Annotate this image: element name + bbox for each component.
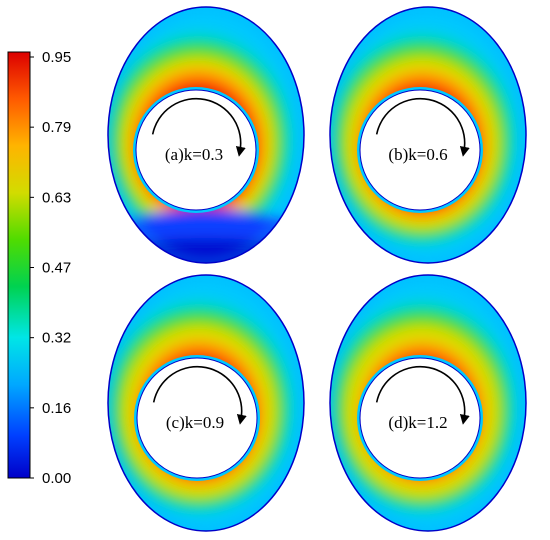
outer-boundary [107,274,305,532]
clockwise-arrow-icon [151,97,246,157]
inner-rotor [135,89,257,211]
panel-label: (b)k=0.6 [388,145,447,164]
panel-4: (d)k=1.2 [329,274,527,532]
panel-3: (c)k=0.9 [107,274,305,532]
colorbar-tick-label: 0.16 [42,400,71,417]
colorbar-tick-label: 0.79 [42,119,71,136]
outer-boundary [107,6,305,264]
colorbar-ticks: 0.95 0.79 0.63 0.47 0.32 0.16 0.00 [30,49,71,487]
outer-boundary [329,6,527,264]
clockwise-arrow-icon [152,365,247,425]
colorbar-tick-label: 0.95 [42,49,71,66]
panel-label: (a)k=0.3 [165,145,223,164]
panel-1: (a)k=0.3 [107,6,305,264]
inner-rotor [136,357,258,479]
inner-rotor [359,89,481,211]
colorbar-bar [7,51,31,479]
outer-boundary [329,274,527,532]
colorbar-tick-label: 0.32 [42,330,71,347]
inner-rotor [359,357,481,479]
panel-2: (b)k=0.6 [329,6,527,264]
panel-label: (d)k=1.2 [388,413,447,432]
panel-label: (c)k=0.9 [166,413,224,432]
colorbar: 0.95 0.79 0.63 0.47 0.32 0.16 0.00 [7,49,71,487]
colorbar-tick-label: 0.00 [42,470,71,487]
clockwise-arrow-icon [375,365,470,425]
clockwise-arrow-icon [375,97,470,157]
colorbar-tick-label: 0.47 [42,260,71,277]
contour-panels: (a)k=0.3 (b)k=0.6 (c)k=0.9 (d)k=1.2 [107,6,527,532]
colorbar-tick-label: 0.63 [42,189,71,206]
